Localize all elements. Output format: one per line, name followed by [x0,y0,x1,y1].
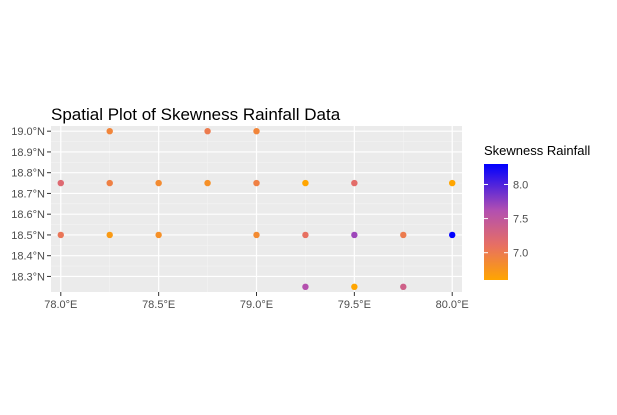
data-point [155,179,162,187]
legend-ticks: 8.0 7.5 7.0 [484,179,528,260]
data-point [106,179,113,187]
data-point [400,283,407,291]
x-tick-label: 79.5°E [338,299,371,311]
y-tick-label: 18.6°N [11,209,45,221]
data-point [302,179,309,187]
data-point [351,283,358,291]
data-point [106,231,113,239]
x-tick-label: 79.0°E [240,299,273,311]
y-tick-label: 18.8°N [11,168,45,180]
y-tick-label: 18.3°N [11,271,45,283]
x-tick-label: 80.0°E [436,299,469,311]
legend-colorbar [484,164,508,280]
y-axis-ticks: 18.3°N 18.4°N 18.5°N 18.6°N 18.7°N 18.8°N 18.9… [11,126,51,283]
legend-tick-label: 7.0 [513,248,528,260]
x-tick-label: 78.0°E [44,299,77,311]
data-points [57,127,456,291]
y-tick-label: 18.7°N [11,188,45,200]
chart-title: Spatial Plot of Skewness Rainfall Data [51,105,341,124]
data-point [57,231,64,239]
y-tick-label: 18.4°N [11,251,45,263]
color-legend: Skewness Rainfall 8.0 7.5 7.0 [484,143,590,280]
y-tick-label: 19.0°N [11,126,45,138]
data-point [253,231,260,239]
data-point [204,127,211,135]
data-point [106,127,113,135]
legend-tick-label: 7.5 [513,214,528,226]
data-point [449,231,456,239]
x-tick-label: 78.5°E [142,299,175,311]
data-point [155,231,162,239]
data-point [351,231,358,239]
data-point [400,231,407,239]
data-point [351,179,358,187]
data-point [302,283,309,291]
data-point [449,179,456,187]
data-point [204,179,211,187]
y-tick-label: 18.9°N [11,147,45,159]
y-tick-label: 18.5°N [11,230,45,242]
data-point [253,179,260,187]
data-point [57,179,64,187]
legend-title: Skewness Rainfall [484,143,590,158]
x-axis-ticks: 78.0°E 78.5°E 79.0°E 79.5°E 80.0°E [44,292,469,311]
data-point [302,231,309,239]
legend-tick-label: 8.0 [513,179,528,191]
data-point [253,127,260,135]
